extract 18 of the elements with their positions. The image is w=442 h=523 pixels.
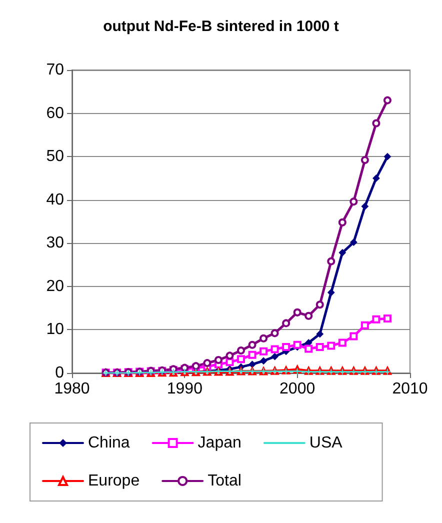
legend-label: Europe (88, 472, 140, 490)
legend-label: Total (208, 472, 242, 490)
y-tick-label: 20 (46, 278, 64, 295)
y-tick-label: 70 (46, 62, 64, 78)
y-tick-label: 40 (46, 191, 64, 208)
legend-label: Japan (198, 434, 242, 452)
x-tick-label: 1990 (166, 380, 203, 398)
y-tick-label: 10 (46, 321, 64, 338)
x-tick-label: 2010 (392, 380, 428, 398)
y-tick-label: 0 (55, 364, 64, 382)
legend-label: USA (309, 434, 343, 452)
legend-label: China (88, 434, 130, 452)
x-tick-label: 2000 (280, 380, 316, 398)
y-tick-label: 50 (46, 148, 64, 166)
chart-title: output Nd-Fe-B sintered in 1000 t (103, 18, 339, 35)
y-tick-label: 30 (46, 234, 64, 252)
x-tick-label: 1980 (54, 380, 90, 398)
y-tick-label: 60 (46, 104, 64, 122)
